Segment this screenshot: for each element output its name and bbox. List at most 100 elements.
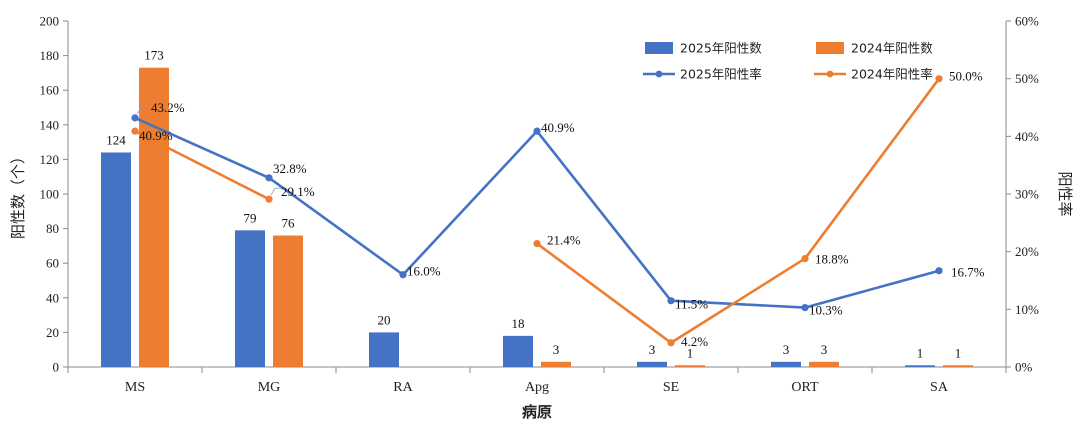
x-axis-title: 病原 [522, 403, 552, 421]
y-right-tick-label: 0% [1015, 360, 1033, 375]
y-right-tick-label: 10% [1015, 302, 1039, 317]
rate-value-label: 16.7% [951, 265, 985, 280]
bar-2025 [771, 361, 801, 367]
bar-2025 [235, 230, 265, 367]
bar-value-label: 1 [917, 345, 924, 360]
bar-2025 [369, 332, 399, 367]
y-left-tick-label: 120 [40, 152, 60, 167]
legend-item: 2024年阳性数 [816, 41, 933, 56]
rate-value-label: 43.2% [151, 100, 185, 115]
line-point-2024 [265, 195, 273, 203]
bar-2025 [905, 365, 935, 367]
legend-item: 2025年阳性率 [643, 67, 762, 82]
legend-marker [826, 70, 834, 78]
x-tick-label: SA [930, 380, 949, 395]
bar-value-label: 1 [955, 345, 962, 360]
x-tick-label: ORT [791, 380, 819, 395]
bar-value-label: 3 [649, 342, 656, 357]
bar-value-label: 76 [282, 216, 296, 231]
y-left-tick-label: 40 [46, 290, 59, 305]
line-point-2025 [265, 174, 273, 182]
legend-item: 2024年阳性率 [814, 67, 933, 82]
bar-value-label: 3 [553, 342, 560, 357]
bar-value-label: 3 [783, 342, 790, 357]
line-2024-rate [134, 129, 270, 201]
leader-line [136, 105, 149, 115]
y-left-axis-title: 阳性数（个） [9, 149, 27, 239]
legend-swatch [645, 42, 673, 54]
rate-value-label: 32.8% [273, 161, 307, 176]
bars [101, 67, 973, 368]
line-point-2025 [935, 267, 943, 275]
y-right-tick-label: 30% [1015, 187, 1039, 202]
y-left-tick-label: 20 [46, 325, 59, 340]
bar-2025 [503, 335, 533, 367]
rate-value-label: 16.0% [407, 264, 441, 279]
bar-2025 [637, 361, 667, 367]
rate-value-label: 4.2% [681, 334, 708, 349]
legend-item: 2025年阳性数 [645, 41, 762, 56]
legend-label: 2024年阳性率 [851, 67, 933, 82]
bar-value-label: 79 [244, 210, 257, 225]
bar-value-label: 3 [821, 342, 828, 357]
y-right-tick-label: 50% [1015, 71, 1039, 86]
rate-value-label: 40.9% [139, 128, 173, 143]
rate-value-label: 21.4% [547, 233, 581, 248]
y-left-tick-label: 100 [40, 187, 60, 202]
y-left-tick-label: 80 [46, 221, 59, 236]
bar-2024 [273, 235, 303, 367]
line-point-2025 [801, 304, 809, 312]
legend-swatch [816, 42, 844, 54]
bar-2024 [675, 365, 705, 367]
rate-value-label: 11.5% [675, 297, 708, 312]
x-tick-label: SE [663, 380, 679, 395]
legend-label: 2024年阳性数 [851, 41, 933, 56]
line-point-2025 [131, 114, 139, 122]
leader-line [270, 187, 281, 196]
line-point-2025 [667, 297, 675, 305]
y-right-tick-label: 20% [1015, 244, 1039, 259]
bar-2024 [541, 361, 571, 367]
y-right-axis-title: 阳性率 [1056, 171, 1074, 216]
legend-label: 2025年阳性率 [680, 67, 762, 82]
y-left-tick-label: 180 [40, 48, 60, 63]
bar-2024 [943, 365, 973, 367]
rate-value-label: 29.1% [281, 184, 315, 199]
bar-value-label: 1 [687, 345, 694, 360]
x-tick-label: MG [258, 380, 281, 395]
y-right-tick-label: 60% [1015, 14, 1039, 29]
x-tick-label: RA [393, 380, 413, 395]
x-tick-label: MS [125, 380, 145, 395]
line-point-2024 [667, 339, 675, 347]
bar-value-label: 124 [106, 132, 126, 147]
line-point-2024 [935, 75, 943, 83]
y-left-tick-label: 0 [53, 360, 60, 375]
y-left-tick-label: 60 [46, 256, 59, 271]
legend: 2025年阳性数 2024年阳性数 2025年阳性率 2024年阳性率 [643, 41, 933, 82]
x-tick-label: Apg [525, 380, 549, 395]
line-point-2024 [801, 254, 809, 263]
y-left-tick-label: 140 [40, 117, 60, 132]
line-point-2024 [131, 127, 139, 135]
bar-2025 [101, 152, 131, 367]
rate-value-label: 50.0% [949, 69, 983, 84]
line-point-2025 [399, 271, 407, 279]
line-point-2024 [533, 239, 541, 248]
axes: 0204060801001201401601802000%10%20%30%40… [9, 14, 1074, 422]
bar-value-label: 20 [378, 312, 391, 327]
data-labels: 124 79 20 18 3 3 1 173 76 3 1 3 1 43.2% 32.8% 16.0% 40.9… [106, 48, 985, 361]
rate-value-label: 40.9% [541, 120, 575, 135]
bar-2024 [139, 67, 169, 368]
y-left-tick-label: 160 [40, 83, 60, 98]
rate-value-label: 10.3% [809, 303, 843, 318]
line-point-2025 [533, 127, 541, 135]
rate-value-label: 18.8% [815, 252, 849, 267]
line-2024-rate [536, 77, 941, 345]
legend-label: 2025年阳性数 [680, 41, 762, 56]
bar-2024 [809, 361, 839, 367]
legend-marker [655, 70, 663, 78]
y-left-tick-label: 200 [40, 14, 60, 29]
lines [131, 75, 943, 347]
bar-value-label: 173 [144, 48, 164, 63]
